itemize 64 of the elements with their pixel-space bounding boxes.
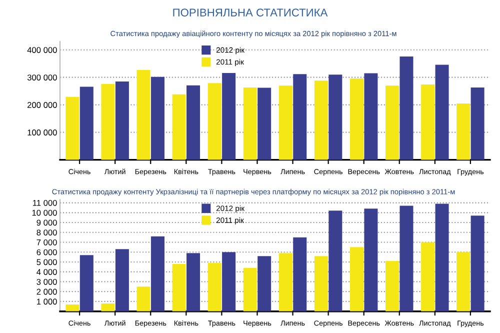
y-tick-label: 2 000 — [36, 288, 57, 295]
bar — [186, 253, 200, 312]
bar — [101, 303, 115, 312]
y-tick-label: 1 000 — [37, 298, 57, 305]
bar — [80, 255, 94, 312]
y-tick-label: 7 000 — [36, 239, 57, 246]
bar — [386, 261, 400, 312]
bar — [208, 262, 222, 312]
bar — [186, 85, 200, 160]
y-tick-label: 6 000 — [36, 249, 57, 256]
bar — [172, 264, 186, 312]
bar — [400, 206, 414, 312]
bar — [314, 256, 328, 312]
bar — [456, 252, 470, 312]
bar — [278, 253, 292, 312]
bar — [222, 252, 236, 312]
bar — [66, 96, 80, 160]
y-tick-label: 100 000 — [28, 130, 57, 136]
bar — [243, 88, 257, 160]
bar — [258, 256, 272, 312]
bar — [101, 84, 115, 160]
bar — [435, 204, 449, 312]
y-tick-label: 400 000 — [27, 47, 57, 53]
bar — [470, 88, 484, 160]
y-tick-label: 10 000 — [32, 210, 57, 216]
bar — [386, 86, 400, 160]
bar — [364, 73, 378, 160]
bar — [150, 236, 164, 312]
bar — [328, 210, 342, 312]
y-tick-label: 11 000 — [32, 200, 57, 206]
chart-title: ПОРІВНЯЛЬНА СТАТИСТИКА — [173, 8, 328, 16]
y-tick-label: 300 000 — [27, 74, 57, 80]
bar — [435, 64, 449, 160]
bar — [314, 80, 328, 160]
bar — [400, 56, 414, 160]
bar — [258, 88, 272, 160]
bar — [421, 84, 435, 160]
bar — [364, 208, 378, 312]
bar — [421, 242, 435, 312]
bar — [350, 78, 364, 160]
bar — [350, 247, 364, 312]
y-tick-label: 3 000 — [36, 278, 57, 285]
bar — [172, 94, 186, 160]
y-tick-label: 4 000 — [36, 269, 57, 275]
bar — [66, 304, 80, 312]
bar — [293, 74, 307, 160]
bar — [222, 72, 236, 160]
bar — [470, 216, 484, 312]
y-tick-label: 9 000 — [36, 220, 57, 226]
bar — [278, 86, 292, 160]
bar — [136, 286, 150, 312]
y-tick-label: 5 000 — [36, 259, 57, 266]
bar — [208, 83, 222, 160]
bar — [80, 86, 94, 160]
bar — [456, 103, 470, 160]
bar — [150, 76, 164, 160]
bar — [136, 70, 150, 160]
bar — [293, 237, 307, 312]
bar — [115, 81, 129, 160]
bar — [243, 268, 257, 312]
bar — [328, 74, 342, 160]
y-tick-label: 200 000 — [28, 102, 57, 108]
bar — [115, 249, 129, 312]
y-tick-label: 8 000 — [36, 230, 57, 236]
